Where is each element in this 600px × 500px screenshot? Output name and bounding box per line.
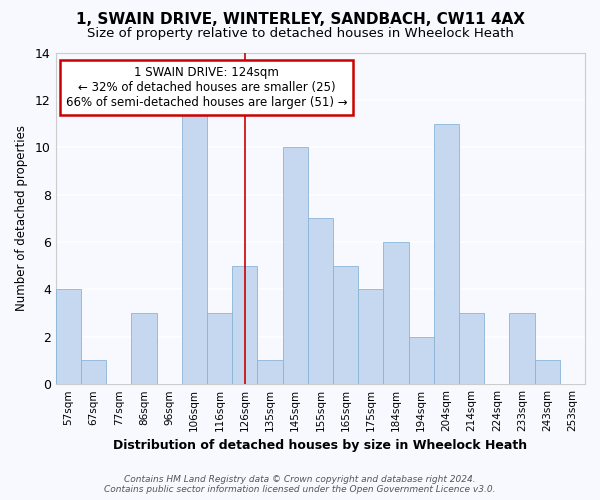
Bar (535, 360, 560, 384)
Bar (207, 313, 232, 384)
Bar (409, 337, 434, 384)
Bar (56, 290, 81, 384)
Bar (333, 266, 358, 384)
X-axis label: Distribution of detached houses by size in Wheelock Heath: Distribution of detached houses by size … (113, 440, 527, 452)
Bar (383, 242, 409, 384)
Y-axis label: Number of detached properties: Number of detached properties (15, 126, 28, 312)
Bar (81, 360, 106, 384)
Bar (257, 360, 283, 384)
Bar (131, 313, 157, 384)
Bar (308, 218, 333, 384)
Text: 1, SWAIN DRIVE, WINTERLEY, SANDBACH, CW11 4AX: 1, SWAIN DRIVE, WINTERLEY, SANDBACH, CW1… (76, 12, 524, 28)
Bar (434, 124, 459, 384)
Bar (283, 148, 308, 384)
Text: Size of property relative to detached houses in Wheelock Heath: Size of property relative to detached ho… (86, 28, 514, 40)
Bar (509, 313, 535, 384)
Text: 1 SWAIN DRIVE: 124sqm
← 32% of detached houses are smaller (25)
66% of semi-deta: 1 SWAIN DRIVE: 124sqm ← 32% of detached … (66, 66, 347, 109)
Text: Contains HM Land Registry data © Crown copyright and database right 2024.
Contai: Contains HM Land Registry data © Crown c… (104, 474, 496, 494)
Bar (232, 266, 257, 384)
Bar (459, 313, 484, 384)
Bar (182, 100, 207, 384)
Bar (358, 290, 383, 384)
